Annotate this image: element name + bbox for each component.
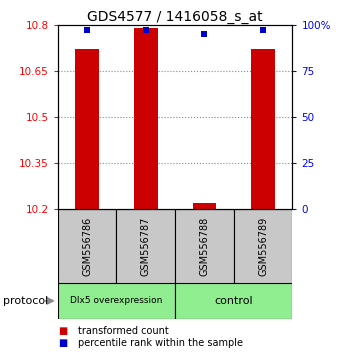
Text: GSM556788: GSM556788: [200, 216, 209, 276]
Text: GSM556789: GSM556789: [258, 216, 268, 276]
Bar: [58, 283, 175, 319]
Text: protocol: protocol: [3, 296, 49, 306]
Bar: [175, 209, 234, 283]
Text: control: control: [215, 296, 253, 306]
Text: GSM556787: GSM556787: [141, 216, 151, 276]
Text: percentile rank within the sample: percentile rank within the sample: [78, 338, 243, 348]
Bar: [58, 209, 116, 283]
Text: ■: ■: [58, 338, 67, 348]
Bar: [193, 203, 216, 209]
Bar: [134, 28, 157, 209]
Bar: [116, 209, 175, 283]
Text: Dlx5 overexpression: Dlx5 overexpression: [70, 296, 163, 306]
Text: transformed count: transformed count: [78, 326, 169, 336]
Bar: [175, 283, 292, 319]
Text: GSM556786: GSM556786: [82, 216, 92, 276]
Bar: [75, 49, 99, 209]
Text: ■: ■: [58, 326, 67, 336]
Bar: [234, 209, 292, 283]
Title: GDS4577 / 1416058_s_at: GDS4577 / 1416058_s_at: [87, 10, 263, 24]
Bar: [251, 49, 275, 209]
